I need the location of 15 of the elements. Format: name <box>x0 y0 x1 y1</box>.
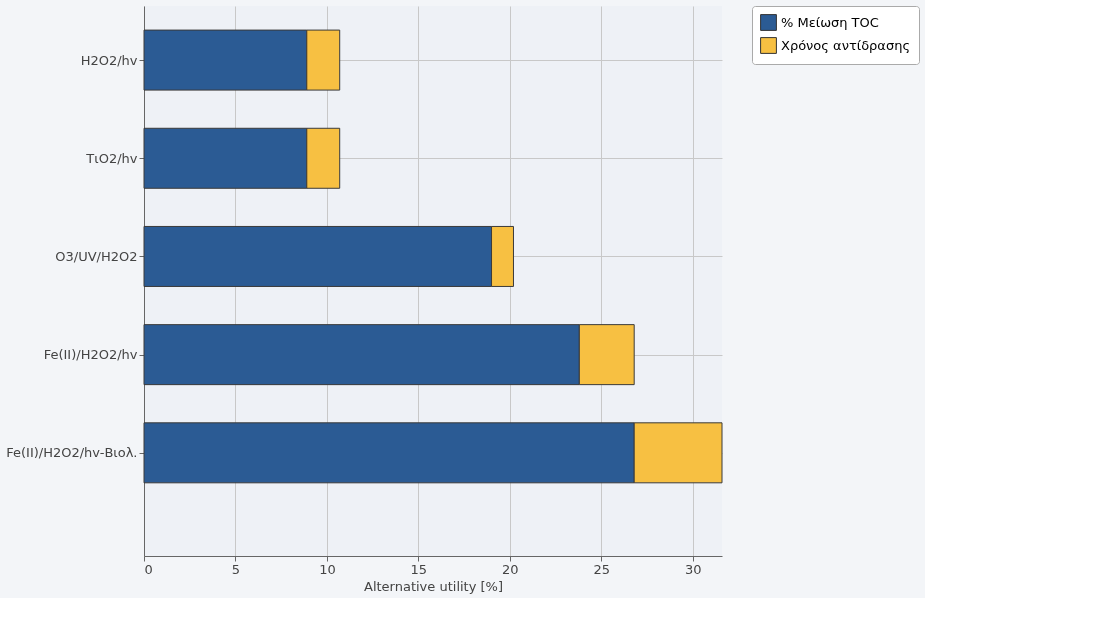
x-tick-label: 25 <box>593 561 611 577</box>
x-tick-label: 30 <box>684 561 702 577</box>
y-tick-label: H2O2/hv <box>80 52 138 68</box>
x-tick-label: 5 <box>231 561 241 577</box>
legend-label: % Μείωση TOC <box>781 14 879 30</box>
y-tick-label: Fe(II)/H2O2/hv <box>43 347 138 363</box>
x-tick-label: 0 <box>144 561 153 577</box>
x-tick-label: 15 <box>410 561 428 577</box>
y-tick-label: Fe(II)/H2O2/hv-Βιολ. <box>6 445 138 461</box>
y-tick-label: O3/UV/H2O2 <box>55 248 138 264</box>
y-tick-label: TιO2/hv <box>85 150 138 166</box>
x-tick-label: 20 <box>502 561 519 577</box>
x-tick-label: 10 <box>319 561 336 577</box>
x-axis-title: Alternative utility [%] <box>363 578 504 594</box>
legend-label: Χρόνος αντίδρασης <box>781 37 911 53</box>
